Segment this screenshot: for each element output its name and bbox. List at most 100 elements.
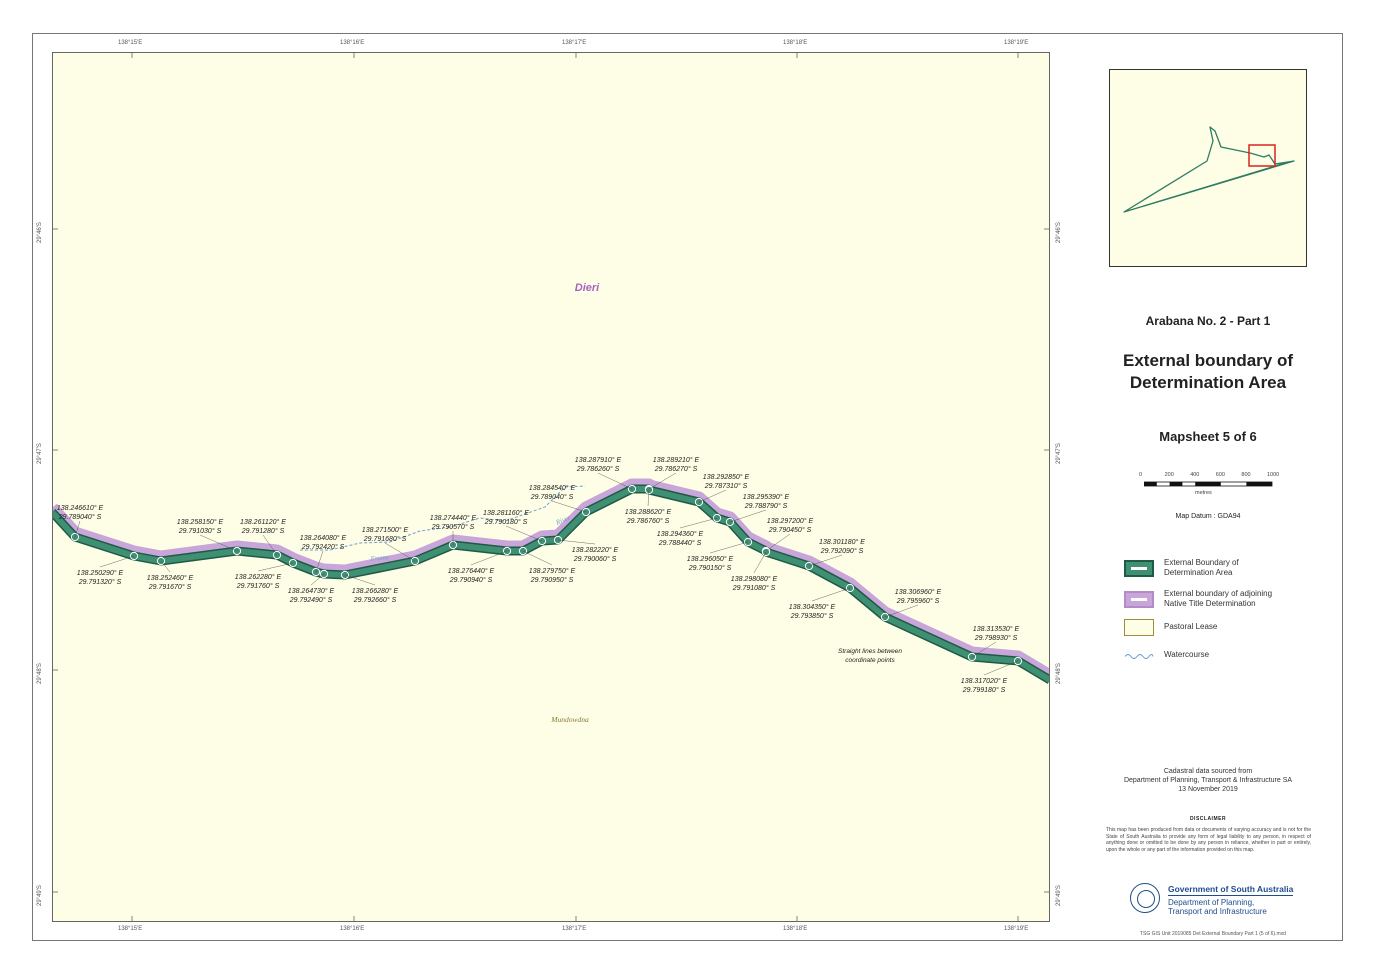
tick-label-top: 138°16'E — [340, 40, 365, 46]
tick-label-bottom: 138°16'E — [340, 926, 365, 932]
government-name: Government of South Australia — [1168, 884, 1294, 896]
coordinate-label-southing: 29.792090° S — [820, 547, 864, 555]
coordinate-leader-line — [808, 554, 843, 567]
department-name-line-2: Transport and Infrastructure — [1168, 907, 1267, 916]
coordinate-label-southing: 29.798930° S — [974, 634, 1018, 642]
cadastral-source-line-1: Cadastral data sourced from — [1163, 768, 1253, 775]
coordinate-label-southing: 29.791760° S — [236, 582, 280, 590]
coordinate-label-easting: 138.284540° E — [529, 484, 576, 492]
tick-label-right: 29°49'S — [1056, 885, 1062, 906]
tick-label-top: 138°15'E — [118, 40, 143, 46]
coordinate-label-easting: 138.262280° E — [235, 573, 282, 581]
coordinate-label-easting: 138.266280° E — [352, 587, 399, 595]
coordinate-leader-line — [551, 500, 587, 513]
scale-tick-label: 1000 — [1267, 472, 1280, 478]
tick-label-top: 138°18'E — [783, 40, 808, 46]
tick-label-left: 29°46'S — [37, 222, 43, 243]
legend-label-line-1: External boundary of adjoining — [1164, 589, 1273, 598]
coordinate-labels: 138.246610° E29.789040° S 138.250290° E 29… — [57, 456, 1020, 694]
coordinate-label-southing: 29.791030° S — [178, 527, 222, 535]
coordinate-leader-line — [597, 472, 633, 490]
inset-boundary-outline — [1123, 126, 1295, 213]
disclaimer-heading: DISCLAIMER — [1189, 816, 1227, 822]
main-title-line-2: Determination Area — [1129, 373, 1287, 392]
coordinate-label-easting: 138.252460° E — [147, 574, 194, 582]
sa-government-crest-icon — [1130, 883, 1160, 913]
coordinate-leader-line — [765, 533, 791, 552]
coordinate-label-southing: 29.789040° S — [58, 513, 102, 521]
coordinate-label-easting: 138.313530° E — [973, 625, 1020, 633]
project-title: Arabana No. 2 - Part 1 — [1145, 314, 1271, 328]
coordinate-leader-line — [505, 525, 543, 542]
coordinate-leader-line — [679, 517, 718, 529]
coordinate-label-southing: 29.786260° S — [576, 465, 620, 473]
coordinate-label-easting: 138.281160° E — [483, 509, 529, 517]
coordinate-leader-line — [74, 520, 81, 538]
coordinate-label-southing: 29.790940° S — [449, 576, 493, 584]
coordinate-label-easting: 138.288620° E — [625, 508, 672, 516]
coordinate-leader-line — [344, 574, 376, 586]
legend-label-line-2: Native Title Determination — [1164, 599, 1256, 608]
coordinate-label-southing: 29.790150° S — [688, 564, 732, 572]
coordinate-label-southing: 29.795960° S — [896, 597, 940, 605]
scale-tick-label: 0 — [1139, 472, 1143, 478]
river-label-frome: Frome — [369, 553, 389, 563]
coordinate-label-southing: 29.792490° S — [289, 596, 333, 604]
inset-location-map — [1109, 69, 1307, 267]
coordinate-label-easting: 138.292850° E — [703, 473, 750, 481]
tick-label-bottom: 138°15'E — [118, 926, 143, 932]
coordinate-label-easting: 138.317020° E — [961, 677, 1008, 685]
coordinate-label-southing: 29.786270° S — [654, 465, 698, 473]
legend-label-adjoining-boundary: External boundary of adjoining Native Ti… — [1164, 589, 1304, 609]
map-file-reference: TSG GIS Unit 2019085 Det External Bounda… — [1140, 931, 1286, 937]
coordinate-label-easting: 138.264080° E — [300, 534, 347, 542]
coordinate-leader-line — [647, 489, 650, 507]
coordinate-leader-line — [729, 509, 767, 523]
tick-label-bottom: 138°19'E — [1004, 926, 1029, 932]
legend-swatch-external-boundary — [1124, 560, 1154, 577]
coordinate-label-easting: 138.297200° E — [767, 517, 814, 525]
coordinate-leader-line — [983, 660, 1019, 676]
coordinate-label-easting: 138.287910° E — [575, 456, 622, 464]
legend-label-watercourse: Watercourse — [1164, 650, 1210, 659]
coordinate-label-southing: 29.799180° S — [962, 686, 1006, 694]
coordinate-leader-line — [884, 604, 919, 618]
coordinate-leader-line — [522, 550, 553, 566]
tick-label-right: 29°47'S — [1056, 443, 1062, 464]
map-sheet-border — [32, 33, 1343, 941]
disclaimer-text: This map has been produced from data or … — [1106, 827, 1311, 853]
coordinate-leader-line — [257, 562, 294, 572]
coordinate-label-easting: 138.246610° E — [57, 504, 104, 512]
coordinate-label-southing: 29.788790° S — [744, 502, 788, 510]
coordinate-label-easting: 138.250290° E — [77, 569, 124, 577]
coordinate-label-easting: 138.298080° E — [731, 575, 778, 583]
coordinate-leader-line — [753, 551, 767, 574]
coordinate-leader-line — [99, 555, 135, 568]
coordinate-label-southing: 29.793850° S — [790, 612, 834, 620]
legend-label-line-1: External Boundary of — [1164, 558, 1239, 567]
straight-lines-note-2: coordinate points — [845, 657, 895, 664]
main-map[interactable]: 138.246610° E29.789040° S 138.250290° E 29… — [52, 52, 1050, 922]
mapsheet-number: Mapsheet 5 of 6 — [1159, 429, 1257, 444]
coordinate-label-southing: 29.791280° S — [241, 527, 285, 535]
coordinate-label-southing: 29.790180° S — [484, 518, 528, 526]
coordinate-leader-line — [698, 489, 727, 503]
coordinate-leader-line — [160, 560, 171, 573]
legend-label-pastoral-lease: Pastoral Lease — [1164, 622, 1218, 631]
scale-tick-label: 400 — [1190, 472, 1200, 478]
coordinate-label-easting: 138.261120° E — [240, 518, 286, 526]
coordinate-label-southing: 29.786760° S — [626, 517, 670, 525]
tick-label-top: 138°17'E — [562, 40, 587, 46]
map-datum: Map Datum : GDA94 — [1175, 513, 1241, 520]
cadastral-source-date: 13 November 2019 — [1178, 786, 1238, 793]
coordinate-label-easting: 138.279750° E — [529, 567, 576, 575]
coordinate-label-easting: 138.296050° E — [687, 555, 734, 563]
inset-frame — [1109, 69, 1307, 267]
coordinate-label-easting: 138.282220° E — [572, 546, 619, 554]
coordinate-leader-line — [262, 534, 278, 556]
coordinate-leader-line — [470, 550, 508, 566]
legend-swatch-watercourse — [1124, 654, 1154, 659]
coordinate-leader-line — [557, 539, 596, 545]
coordinate-leader-line — [709, 541, 749, 554]
coordinate-label-easting: 138.304350° E — [789, 603, 836, 611]
